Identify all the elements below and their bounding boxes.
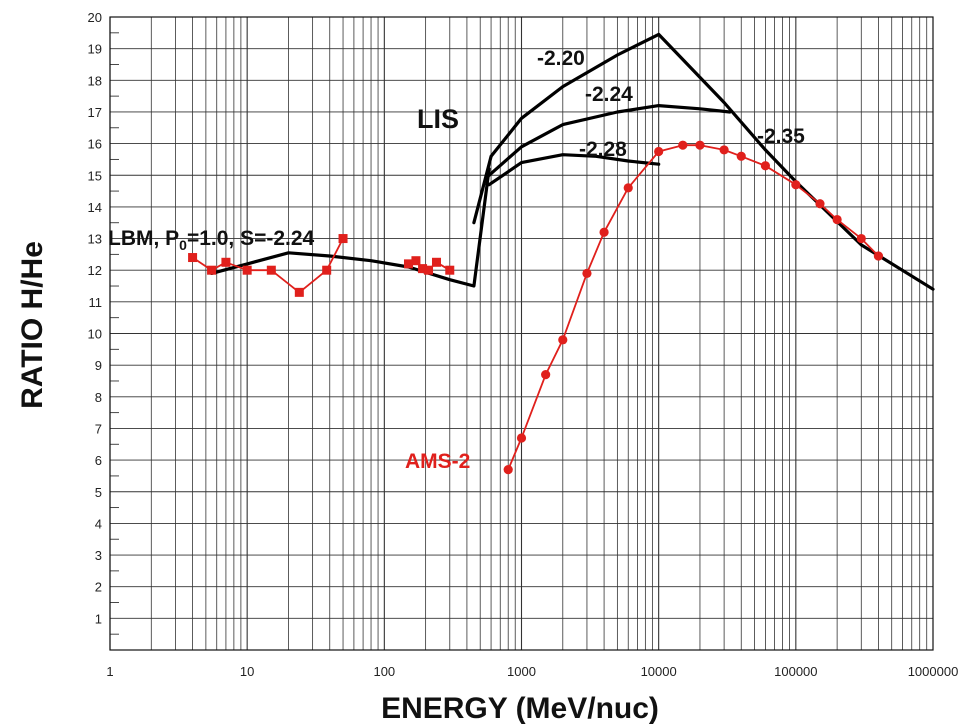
x-tick-label: 100000 (774, 664, 817, 679)
data-point (431, 257, 441, 267)
data-point (695, 140, 705, 150)
data-point (294, 287, 304, 297)
y-tick-label: 18 (88, 73, 102, 88)
lbm-label-sub: 0 (179, 237, 187, 253)
data-point (322, 265, 332, 275)
data-point (760, 161, 771, 171)
series--2-28 (487, 153, 661, 187)
y-tick-label: 15 (88, 168, 102, 183)
series-line (472, 32, 935, 291)
y-tick-label: 3 (95, 548, 102, 563)
data-point (242, 265, 252, 275)
data-point (503, 464, 513, 475)
series-ams-2 (503, 140, 884, 475)
series-line (507, 144, 880, 471)
y-tick-label: 5 (95, 485, 102, 500)
plot-frame (109, 16, 934, 651)
series-line (487, 103, 732, 177)
y-tick-label: 19 (88, 42, 102, 57)
slope-label-2-35: -2.35 (757, 125, 805, 148)
data-point (418, 264, 428, 274)
y-tick-label: 12 (88, 263, 102, 278)
x-tick-labels: 1 10 100 1000 10000 100000 1000000 (106, 664, 958, 679)
y-tick-label: 16 (88, 137, 102, 152)
lbm-label: LBM, P0=1.0, S=-2.24 (108, 227, 315, 253)
data-point (338, 234, 348, 244)
y-tick-label: 6 (95, 453, 102, 468)
y-tick-label: 2 (95, 580, 102, 595)
data-point (599, 227, 609, 237)
data-point (654, 146, 664, 157)
y-tick-label: 9 (95, 358, 102, 373)
lbm-label-rest: =1.0, S=-2.24 (187, 227, 315, 250)
data-point (856, 233, 866, 244)
y-tick-label: 17 (88, 105, 102, 120)
data-point (873, 251, 884, 261)
x-tick-label: 1000 (507, 664, 536, 679)
data-point (541, 370, 551, 380)
data-point (188, 253, 198, 263)
series--2-24 (487, 103, 732, 177)
data-point (411, 256, 421, 266)
lbm-label-main: LBM, P (108, 227, 179, 250)
data-point (207, 265, 217, 275)
x-axis-title: ENERGY (MeV/nuc) (381, 692, 659, 725)
y-tick-label: 8 (95, 390, 102, 405)
y-axis-title: RATIO H/He (16, 241, 49, 409)
slope-label-2-20: -2.20 (537, 47, 585, 70)
series-line (487, 153, 661, 187)
series--2-20 (472, 32, 935, 291)
x-tick-label: 1000000 (908, 664, 959, 679)
ams-2-label: AMS-2 (405, 450, 470, 473)
data-point (815, 199, 825, 209)
data-point (582, 268, 592, 278)
data-point (221, 257, 231, 267)
series-line (210, 167, 491, 288)
y-tick-label: 10 (88, 327, 102, 342)
data-point (791, 180, 801, 190)
data-point (445, 265, 455, 275)
series-lbm-p0-1-0-s-2-24 (210, 167, 491, 288)
data-point (678, 140, 688, 150)
slope-label-2-28: -2.28 (579, 138, 627, 161)
data-point (424, 265, 434, 275)
y-tick-label: 13 (88, 232, 102, 247)
y-tick-label: 11 (89, 295, 103, 310)
data-point (736, 151, 746, 161)
y-tick-label: 7 (95, 421, 102, 436)
y-tick-label: 4 (95, 516, 102, 531)
y-tick-label: 1 (95, 611, 102, 626)
x-tick-label: 10 (240, 664, 254, 679)
series-voyager (188, 234, 348, 297)
series-layer (188, 32, 935, 475)
grid (109, 16, 933, 651)
data-point (832, 214, 842, 225)
x-tick-label: 1 (106, 664, 113, 679)
data-point (266, 265, 276, 275)
data-point (719, 145, 729, 155)
y-tick-label: 14 (88, 200, 102, 215)
slope-label-2-24: -2.24 (585, 83, 633, 106)
x-tick-label: 10000 (641, 664, 677, 679)
data-point (516, 433, 527, 443)
data-point (403, 259, 413, 269)
series-voyager-2 (403, 256, 455, 275)
y-tick-label: 20 (88, 10, 102, 25)
x-tick-label: 100 (373, 664, 395, 679)
data-point (623, 183, 633, 193)
lis-label: LIS (417, 104, 459, 134)
data-point (558, 335, 568, 345)
